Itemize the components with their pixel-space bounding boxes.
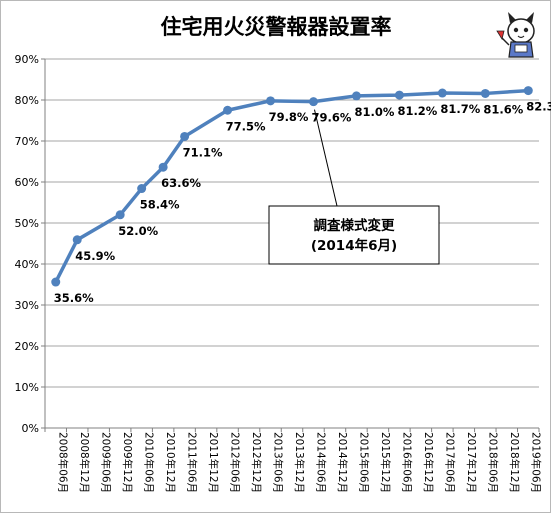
x-tick-label: 2013年06月 (272, 432, 285, 493)
x-tick-label: 2008年12月 (78, 432, 91, 493)
x-tick-label: 2014年12月 (336, 432, 349, 493)
data-label: 81.2% (397, 104, 437, 118)
data-label: 35.6% (54, 291, 94, 305)
chart-title: 住宅用火災警報器設置率 (161, 15, 392, 39)
data-point (308, 97, 318, 107)
annotation-text: 調査様式変更 (314, 217, 395, 234)
data-label: 77.5% (226, 119, 266, 133)
x-tick-label: 2014年06月 (314, 432, 327, 493)
data-point (266, 96, 276, 106)
x-tick-label: 2018年06月 (486, 432, 499, 493)
data-point (223, 105, 233, 115)
x-tick-label: 2015年12月 (379, 432, 392, 493)
x-tick-label: 2009年12月 (121, 432, 134, 493)
data-label: 52.0% (118, 224, 158, 238)
data-labels: 35.6% 45.9%52.0% 58.4% 63.6% 71.1%77.5%79.8%… (54, 100, 551, 305)
x-tick-label: 2011年06月 (186, 432, 199, 493)
data-label: 63.6% (161, 176, 201, 190)
x-tick-label: 2012年12月 (250, 432, 263, 493)
annotation-box (268, 205, 440, 265)
data-point (480, 88, 490, 98)
x-tick-label: 2019年06月 (529, 432, 542, 493)
data-label: 82.3% (526, 100, 551, 114)
data-label: 81.6% (483, 102, 523, 116)
data-point (394, 90, 404, 100)
y-tick-label: 90% (15, 53, 39, 66)
y-tick-label: 10% (15, 381, 39, 394)
x-tick-label: 2016年12月 (422, 432, 435, 493)
x-tick-label: 2012年06月 (229, 432, 242, 493)
x-tick-label: 2018年12月 (508, 432, 521, 493)
data-label: 71.1% (183, 145, 223, 159)
y-tick-label: 30% (15, 299, 39, 312)
annotation: 調査様式変更 (2014年6月) (268, 109, 440, 265)
x-tick-label: 2010年06月 (143, 432, 156, 493)
y-tick-label: 40% (15, 258, 39, 271)
data-label: 81.0% (354, 105, 394, 119)
x-tick-label: 2008年06月 (57, 432, 70, 493)
data-point (351, 91, 361, 101)
y-tick-label: 20% (15, 340, 39, 353)
y-tick-labels: 0% 10% 20% 30% 40% 50% 60% 70% 80% 90% (15, 53, 39, 435)
y-tick-label: 80% (15, 94, 39, 107)
y-tick-label: 70% (15, 135, 39, 148)
axes (41, 58, 540, 432)
annotation-leader (313, 109, 338, 207)
x-tick-label: 2016年06月 (400, 432, 413, 493)
x-tick-label: 2010年12月 (164, 432, 177, 493)
data-point (158, 162, 168, 172)
y-tick-label: 50% (15, 217, 39, 230)
data-label: 58.4% (140, 198, 180, 212)
x-tick-label: 2017年06月 (443, 432, 456, 493)
annotation-text: (2014年6月) (311, 237, 397, 254)
y-tick-label: 0% (22, 422, 39, 435)
series-line (54, 88, 529, 283)
data-point (72, 235, 82, 245)
x-tick-label: 2009年06月 (100, 432, 113, 493)
series (51, 86, 533, 287)
x-tick-label: 2013年12月 (293, 432, 306, 493)
x-tick-labels: 2008年06月 2008年12月 2009年06月 2009年12月 2010年06月… (57, 432, 543, 493)
data-point (437, 88, 447, 98)
data-point (137, 184, 147, 194)
mascot-icon (496, 12, 535, 58)
data-label: 45.9% (75, 249, 115, 263)
data-label: 79.6% (312, 111, 352, 125)
data-label: 81.7% (440, 102, 480, 116)
data-point (51, 277, 61, 287)
y-tick-label: 60% (15, 176, 39, 189)
data-label: 79.8% (269, 110, 309, 124)
data-point (523, 86, 533, 96)
data-point (180, 131, 190, 141)
x-tick-label: 2017年12月 (465, 432, 478, 493)
x-tick-label: 2011年12月 (207, 432, 220, 493)
data-point (115, 210, 125, 220)
x-tick-label: 2015年06月 (357, 432, 370, 493)
